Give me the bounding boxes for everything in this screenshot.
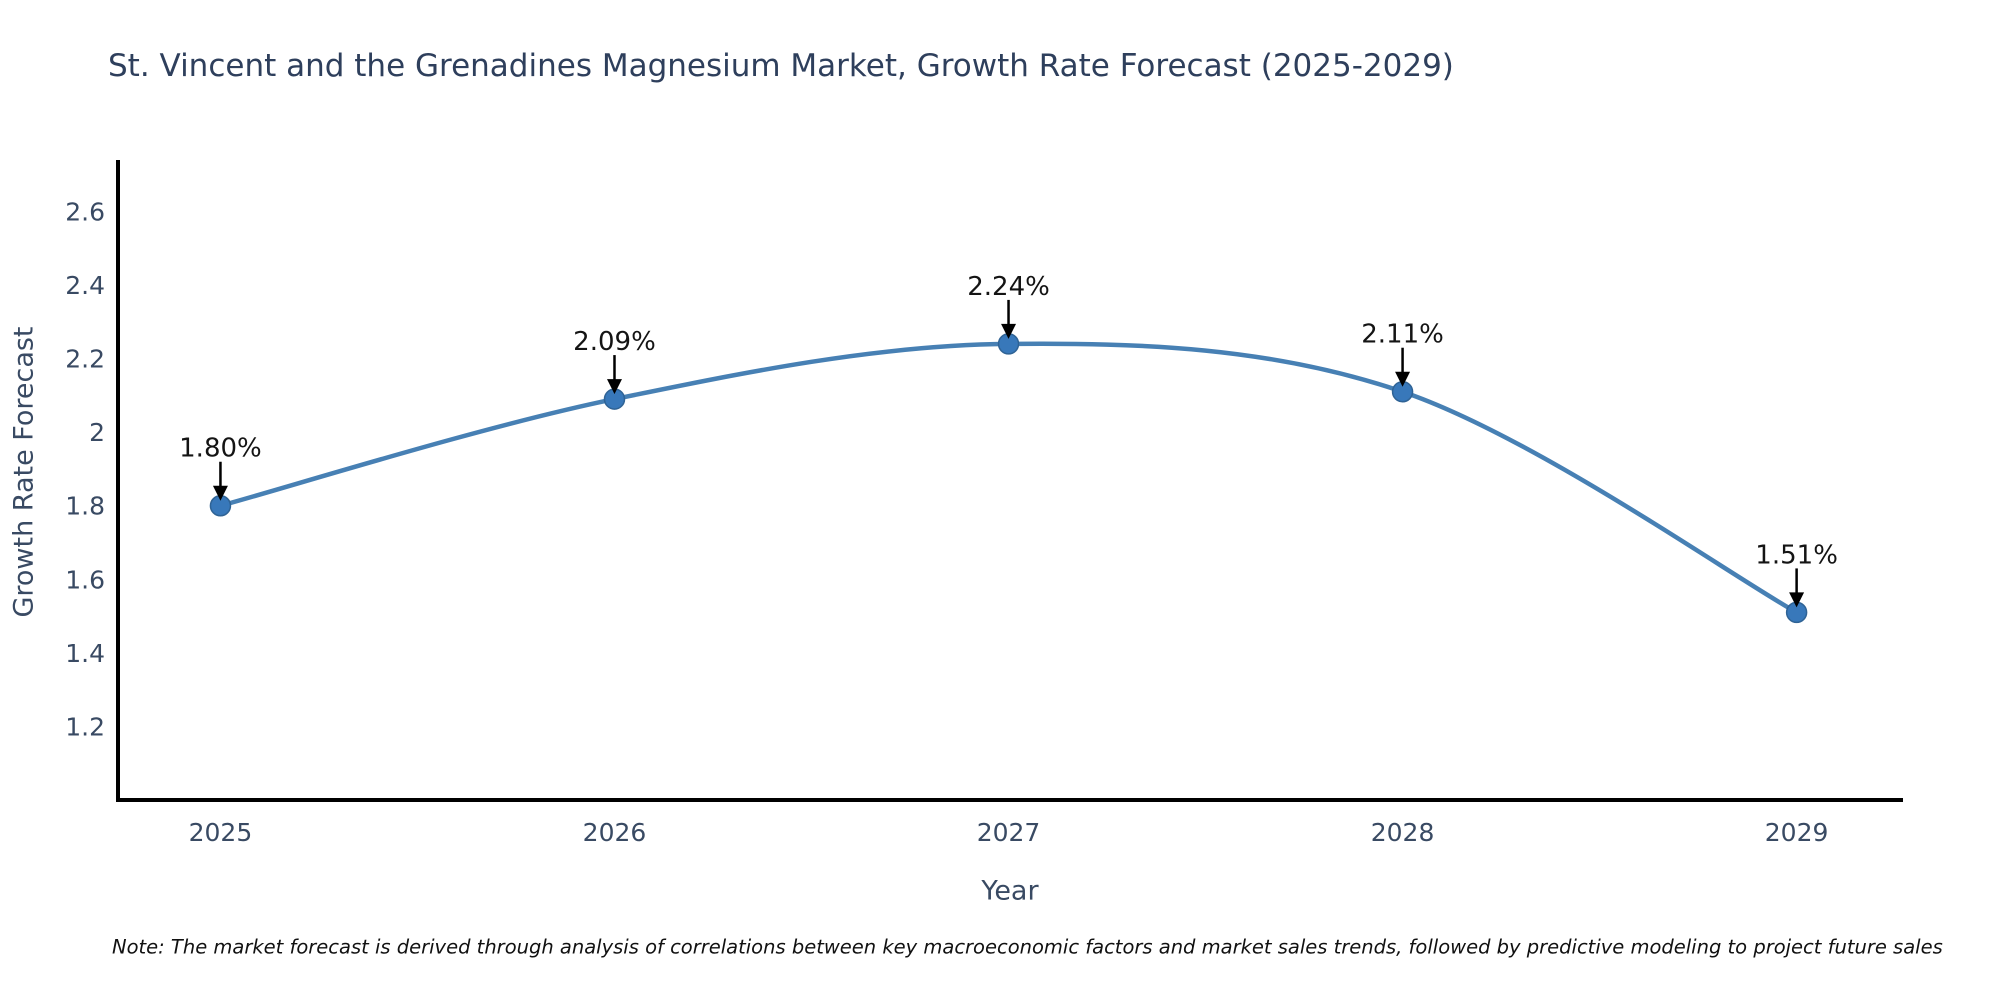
footnote: Note: The market forecast is derived thr… bbox=[112, 935, 1943, 959]
annotation-arrow-head bbox=[1395, 371, 1411, 387]
y-tick-label: 2.2 bbox=[65, 345, 105, 374]
x-tick-label: 2027 bbox=[977, 818, 1041, 847]
annotation-arrow-head bbox=[212, 485, 228, 501]
point-annotation: 2.09% bbox=[573, 327, 656, 357]
chart-title: St. Vincent and the Grenadines Magnesium… bbox=[108, 48, 1454, 84]
annotation-arrow-head bbox=[1001, 323, 1017, 339]
x-tick-label: 2028 bbox=[1371, 818, 1435, 847]
annotation-arrow-head bbox=[606, 379, 622, 395]
y-tick-label: 2.6 bbox=[65, 197, 105, 226]
point-annotation: 2.24% bbox=[967, 272, 1050, 302]
y-tick-label: 1.2 bbox=[65, 712, 105, 741]
annotation-arrow-head bbox=[1789, 592, 1805, 608]
point-annotation: 1.51% bbox=[1755, 540, 1838, 570]
y-tick-label: 1.8 bbox=[65, 492, 105, 521]
x-tick-label: 2025 bbox=[189, 818, 253, 847]
x-tick-label: 2029 bbox=[1765, 818, 1829, 847]
point-annotation: 1.80% bbox=[179, 434, 262, 464]
y-tick-label: 2 bbox=[89, 418, 105, 447]
y-tick-label: 1.6 bbox=[65, 565, 105, 594]
x-axis-label: Year bbox=[981, 875, 1039, 907]
x-tick-label: 2026 bbox=[583, 818, 647, 847]
y-tick-label: 2.4 bbox=[65, 271, 105, 300]
series-line bbox=[218, 341, 1799, 615]
point-annotation: 2.11% bbox=[1361, 320, 1444, 350]
y-tick-label: 1.4 bbox=[65, 639, 105, 668]
